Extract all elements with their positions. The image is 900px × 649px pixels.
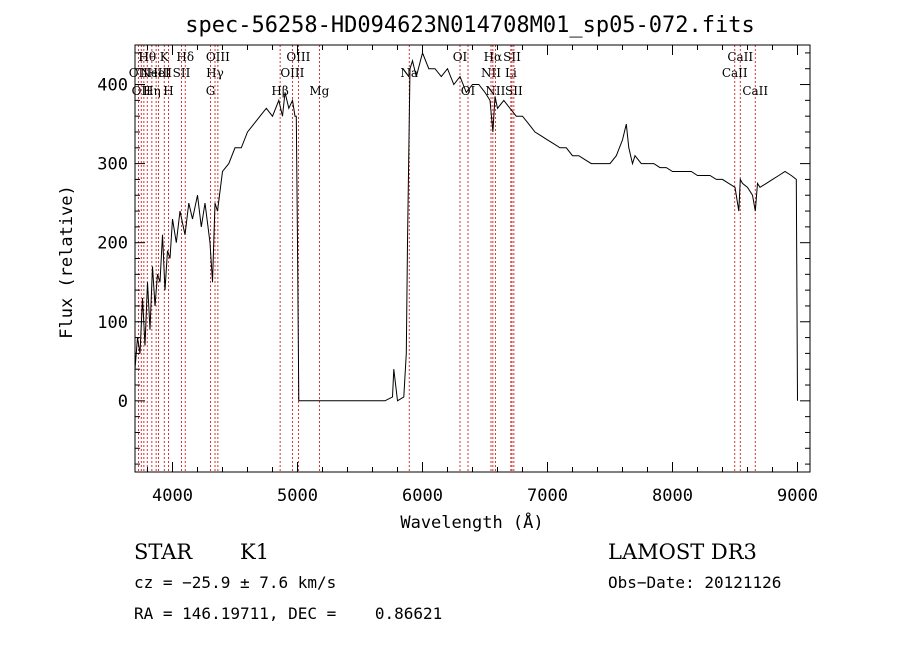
line-marker-label: Li — [505, 66, 517, 80]
x-tick-label: 6000 — [402, 486, 443, 506]
line-marker-label: Mg — [309, 84, 329, 98]
line-marker-label: G — [206, 84, 216, 98]
chart-title: spec-56258-HD094623N014708M01_sp05-072.f… — [185, 13, 755, 38]
spectral-subclass: K1 — [240, 540, 270, 564]
line-marker-label: Na — [400, 66, 418, 80]
y-axis-label: Flux (relative) — [57, 185, 77, 339]
y-tick-label: 400 — [97, 76, 128, 96]
line-marker-label: OII — [132, 84, 152, 98]
line-marker-label: Hη — [143, 84, 161, 98]
line-marker-label: NII — [481, 66, 501, 80]
spectrum-line — [134, 51, 798, 402]
line-marker-label: OI — [461, 84, 476, 98]
line-marker-label: HeI — [147, 66, 170, 80]
line-marker-label: OIII — [280, 66, 304, 80]
line-marker-label: CaII — [742, 84, 768, 98]
redshift-cz: cz = −25.9 ± 7.6 km/s — [134, 573, 337, 592]
line-marker-label: OI — [453, 50, 468, 64]
ra-dec-coordinates: RA = 146.19711, DEC = 0.86621 — [134, 604, 443, 623]
y-tick-label: 0 — [118, 392, 128, 412]
x-axis-label: Wavelength (Å) — [400, 511, 543, 533]
y-tick-label: 100 — [97, 313, 128, 333]
line-marker-label: SII — [503, 50, 521, 64]
line-marker-label: OII — [129, 66, 149, 80]
x-tick-label: 5000 — [277, 486, 318, 506]
line-marker-label: CaII — [722, 66, 748, 80]
survey-name: LAMOST DR3 — [608, 540, 757, 564]
line-marker-label: OIII — [286, 50, 310, 64]
object-type: STAR — [134, 540, 193, 564]
axis-ticks: 4000 5000 6000 7000 8000 9000 0 100 200 300 400 — [97, 45, 818, 506]
y-tick-label: 200 — [97, 234, 128, 254]
x-tick-label: 9000 — [777, 486, 818, 506]
observation-date: Obs−Date: 20121126 — [608, 573, 782, 592]
plot-frame — [134, 44, 811, 473]
line-marker-label: SII — [505, 84, 523, 98]
line-marker-label: NII — [485, 84, 505, 98]
line-marker-label: Hγ — [206, 66, 224, 80]
line-marker-label: Hα — [484, 50, 503, 64]
line-marker-label: Hδ — [176, 50, 194, 64]
line-marker-label: OIII — [206, 50, 230, 64]
line-marker-label: K — [160, 50, 170, 64]
line-marker-label: NeIII — [140, 66, 172, 80]
line-marker-label: SII — [173, 66, 191, 80]
line-marker-label: CaII — [727, 50, 753, 64]
y-tick-label: 300 — [97, 155, 128, 175]
line-marker-labels: OIIOIIHHθHηNeIIIHeIKHSIIHδGHγOIIIHβOIIIO… — [129, 50, 769, 98]
x-tick-label: 7000 — [527, 486, 568, 506]
x-tick-label: 4000 — [152, 486, 193, 506]
line-markers — [137, 45, 756, 472]
x-tick-label: 8000 — [652, 486, 693, 506]
line-marker-label: H — [139, 50, 149, 64]
line-marker-label: Hθ — [138, 50, 156, 64]
line-marker-label: H — [163, 84, 173, 98]
